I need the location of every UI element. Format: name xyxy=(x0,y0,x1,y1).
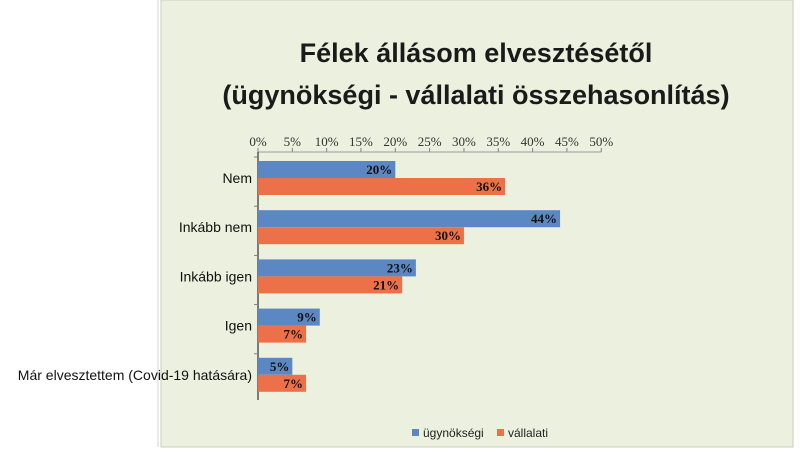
chart-title-line-1: Félek állásom elvesztésétől xyxy=(300,38,653,68)
bar-vallalati xyxy=(258,325,307,343)
x-tick-label: 30% xyxy=(452,134,476,149)
x-tick-label: 5% xyxy=(284,134,302,149)
x-tick-label: 35% xyxy=(486,134,510,149)
x-tick-label: 40% xyxy=(521,134,545,149)
category-label: Inkább nem xyxy=(179,219,252,235)
x-tick-label: 20% xyxy=(383,134,407,149)
x-tick-label: 10% xyxy=(315,134,339,149)
data-label: 30% xyxy=(435,228,461,243)
bar-vallalati xyxy=(258,227,464,245)
legend-swatch xyxy=(412,429,419,436)
category-label: Inkább igen xyxy=(180,268,252,284)
chart-title-line-2: (ügynökségi - vállalati összehasonlítás) xyxy=(222,80,729,110)
x-tick-label: 15% xyxy=(349,134,373,149)
data-label: 20% xyxy=(366,162,392,177)
legend-label: ügynökségi xyxy=(423,426,484,440)
category-label: Már elvesztettem (Covid-19 hatására) xyxy=(18,367,252,383)
legend-label: vállalati xyxy=(508,426,548,440)
category-label: Igen xyxy=(225,318,252,334)
data-label: 7% xyxy=(284,376,304,391)
x-tick-label: 25% xyxy=(418,134,442,149)
data-label: 9% xyxy=(297,310,317,325)
x-tick-label: 45% xyxy=(555,134,579,149)
bar-ugynoksegi xyxy=(258,161,396,178)
data-label: 44% xyxy=(531,211,557,226)
data-label: 21% xyxy=(373,277,399,292)
data-label: 23% xyxy=(387,260,413,275)
data-label: 36% xyxy=(476,179,502,194)
data-label: 7% xyxy=(284,327,304,342)
bar-vallalati xyxy=(258,276,403,294)
x-tick-label: 50% xyxy=(589,134,613,149)
bar-ugynoksegi xyxy=(258,259,416,277)
bar-ugynoksegi xyxy=(258,308,320,326)
legend-swatch xyxy=(497,429,504,436)
bar-vallalati xyxy=(258,374,307,392)
bar-ugynoksegi xyxy=(258,357,293,375)
bar-ugynoksegi xyxy=(258,210,561,228)
category-label: Nem xyxy=(222,170,252,186)
bar-vallalati xyxy=(258,178,506,195)
data-label: 5% xyxy=(270,359,290,374)
x-tick-label: 0% xyxy=(249,134,267,149)
